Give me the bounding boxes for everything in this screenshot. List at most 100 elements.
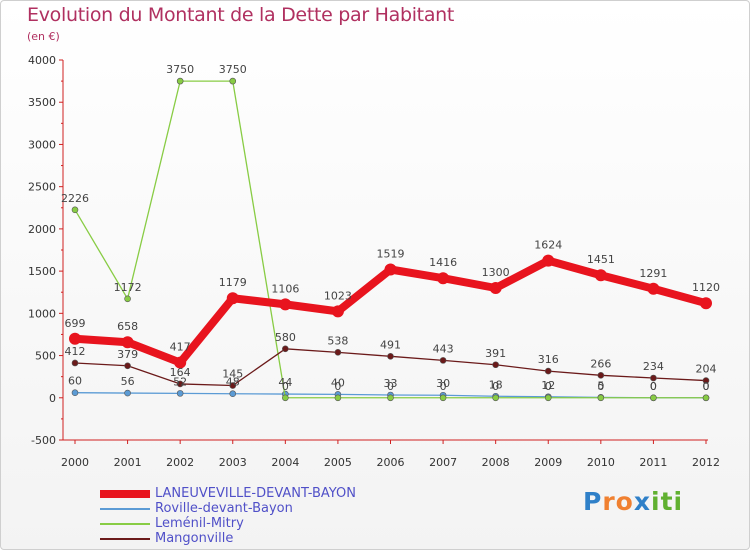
- data-point: [597, 394, 605, 402]
- data-point: [702, 394, 710, 402]
- data-point: [176, 77, 184, 85]
- data-point: [279, 298, 292, 311]
- data-point: [700, 297, 712, 310]
- logo-letter: P: [583, 487, 603, 516]
- data-point: [650, 374, 657, 382]
- x-tick-label: 2011: [639, 456, 667, 469]
- data-label: 1416: [429, 256, 457, 269]
- data-label: 18: [489, 378, 503, 391]
- y-tick-label: 3500: [28, 96, 56, 109]
- data-label: 204: [696, 363, 717, 376]
- data-label: 52: [173, 375, 187, 388]
- legend-label: Leménil-Mitry: [155, 516, 244, 531]
- data-point: [229, 390, 237, 398]
- y-tick-label: 2500: [28, 181, 56, 194]
- logo-letter: x: [633, 487, 651, 516]
- data-label: 1624: [534, 239, 562, 252]
- data-label: 5: [597, 379, 604, 392]
- data-label: 0: [597, 380, 604, 393]
- data-label: 0: [650, 380, 657, 393]
- data-point: [384, 263, 397, 276]
- data-point: [544, 367, 552, 375]
- data-point: [334, 394, 342, 402]
- data-label: 164: [170, 366, 191, 379]
- data-point: [226, 292, 239, 305]
- data-point: [282, 345, 289, 353]
- data-point: [647, 282, 660, 295]
- data-point: [124, 389, 131, 397]
- data-point: [124, 362, 131, 370]
- data-label: 1172: [114, 281, 142, 294]
- y-tick-label: -500: [31, 434, 56, 447]
- legend-label: LANEUVEVILLE-DEVANT-BAYON: [155, 486, 356, 501]
- data-point: [176, 390, 184, 397]
- legend-swatch-mangonville: [100, 538, 150, 540]
- data-label: 33: [384, 377, 398, 390]
- data-label: 1291: [639, 267, 667, 280]
- legend-item: Mangonville: [100, 531, 420, 546]
- data-label: 0: [545, 380, 552, 393]
- x-tick-label: 2004: [271, 456, 299, 469]
- x-tick-label: 2010: [587, 456, 615, 469]
- legend-swatch-lemenil: [100, 523, 150, 525]
- x-tick-label: 2005: [324, 456, 352, 469]
- x-tick-label: 2012: [692, 456, 720, 469]
- x-tick-label: 2001: [114, 456, 142, 469]
- data-label: 0: [387, 380, 394, 393]
- data-label: 44: [278, 376, 292, 389]
- data-point: [121, 336, 134, 349]
- data-label: 0: [440, 380, 447, 393]
- data-point: [439, 394, 447, 402]
- data-point: [544, 394, 552, 402]
- data-point: [334, 349, 342, 356]
- data-label: 60: [68, 375, 82, 388]
- data-label: 1179: [219, 276, 247, 289]
- legend-item: LANEUVEVILLE-DEVANT-BAYON: [100, 486, 420, 501]
- data-label: 316: [538, 353, 559, 366]
- data-label: 0: [492, 380, 499, 393]
- data-label: 0: [282, 380, 289, 393]
- data-label: 1023: [324, 289, 352, 302]
- data-point: [597, 372, 605, 379]
- y-tick-label: 1000: [28, 307, 56, 320]
- data-label: 443: [433, 342, 454, 355]
- legend-swatch-laneuveville: [100, 490, 150, 498]
- data-label: 1300: [482, 266, 510, 279]
- y-tick-label: 1500: [28, 265, 56, 278]
- logo-letter: r: [602, 487, 616, 516]
- data-label: 56: [121, 375, 135, 388]
- data-point: [282, 394, 289, 402]
- data-label: 391: [485, 347, 506, 360]
- data-label: 1106: [271, 282, 299, 295]
- legend-item: Leménil-Mitry: [100, 516, 420, 531]
- x-tick-label: 2009: [534, 456, 562, 469]
- data-label: 30: [436, 377, 450, 390]
- legend-label: Mangonville: [155, 531, 234, 546]
- data-label: 417: [170, 341, 191, 354]
- x-tick-label: 2006: [377, 456, 405, 469]
- data-point: [492, 361, 499, 369]
- chart-unit: (en €): [27, 30, 60, 43]
- legend-item: Roville-devant-Bayon: [100, 501, 420, 516]
- logo-letter: o: [615, 487, 634, 516]
- data-label: 3750: [219, 63, 247, 76]
- data-label: 379: [117, 348, 138, 361]
- data-label: 0: [703, 380, 710, 393]
- data-point: [229, 77, 237, 85]
- data-point: [71, 206, 79, 214]
- legend-swatch-roville: [100, 508, 150, 510]
- logo-letter: i: [673, 487, 684, 516]
- x-tick-label: 2000: [61, 456, 89, 469]
- data-label: 1120: [692, 281, 720, 294]
- data-label: 0: [334, 380, 341, 393]
- y-tick-label: 0: [49, 392, 56, 405]
- data-label: 699: [65, 317, 86, 330]
- data-label: 0: [703, 380, 710, 393]
- logo-letter: t: [660, 487, 674, 516]
- data-label: 658: [117, 320, 138, 333]
- chart-title: Evolution du Montant de la Dette par Hab…: [27, 4, 455, 26]
- proxiti-logo: Proxiti: [583, 487, 683, 516]
- data-label: 48: [226, 376, 240, 389]
- legend: LANEUVEVILLE-DEVANT-BAYON Roville-devant…: [100, 486, 420, 546]
